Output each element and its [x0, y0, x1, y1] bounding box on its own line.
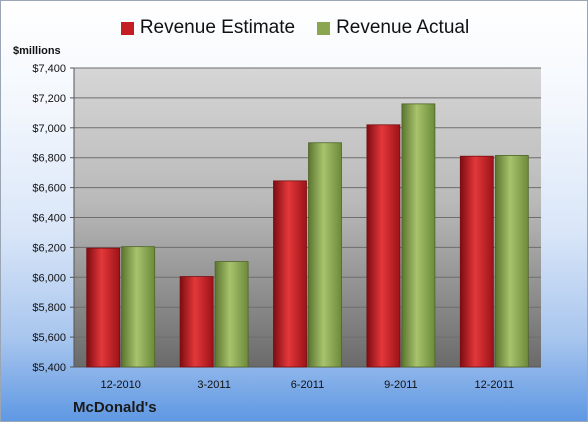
- y-tick-label: $5,400: [32, 362, 66, 374]
- legend-swatch-actual: [317, 21, 331, 35]
- y-tick-label: $7,400: [32, 63, 66, 75]
- y-tick-label: $6,600: [32, 183, 66, 195]
- x-tick-label: 3-2011: [197, 379, 230, 391]
- legend-label-actual: Revenue Actual: [336, 17, 470, 38]
- y-tick-label: $5,600: [32, 332, 66, 344]
- legend: Revenue Estimate Revenue Actual: [1, 17, 588, 39]
- bar-revenue-estimate: [273, 180, 307, 368]
- bar-revenue-actual: [401, 103, 436, 368]
- bar-revenue-estimate: [179, 276, 214, 368]
- bar-revenue-estimate: [459, 155, 494, 368]
- bar-revenue-estimate: [86, 247, 121, 368]
- x-tick-label: 9-2011: [384, 379, 417, 391]
- bar-revenue-actual: [121, 246, 156, 368]
- x-tick-label: 12-2011: [475, 379, 515, 391]
- bar-revenue-actual: [308, 142, 342, 368]
- legend-item-actual: Revenue Actual: [317, 17, 469, 39]
- legend-label-estimate: Revenue Estimate: [139, 17, 296, 38]
- bar-revenue-estimate: [366, 124, 401, 368]
- company-name: McDonald's: [73, 399, 157, 416]
- bar-revenue-actual: [494, 155, 529, 368]
- y-tick-label: $6,000: [32, 272, 66, 284]
- y-tick-label: $7,200: [32, 93, 66, 105]
- x-tick-label: 6-2011: [291, 379, 324, 391]
- y-axis-units-label: $millions: [13, 45, 61, 57]
- legend-swatch-estimate: [120, 21, 134, 35]
- x-tick-label: 12-2010: [101, 379, 141, 391]
- legend-item-estimate: Revenue Estimate: [120, 17, 296, 39]
- y-tick-label: $7,000: [32, 123, 66, 135]
- bar-revenue-actual: [214, 261, 249, 368]
- y-tick-label: $6,200: [32, 242, 66, 254]
- y-tick-label: $6,800: [32, 153, 66, 165]
- y-tick-label: $5,800: [32, 302, 66, 314]
- y-tick-label: $6,400: [32, 213, 66, 225]
